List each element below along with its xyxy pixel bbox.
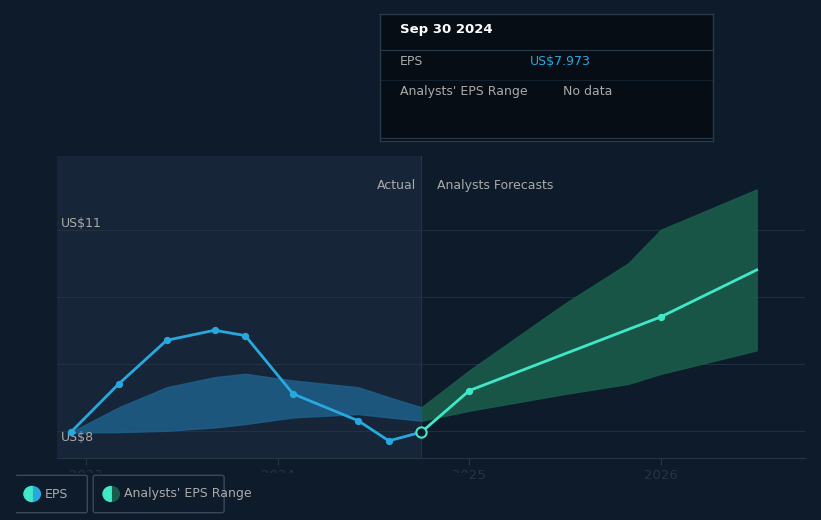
Point [351,417,365,425]
Wedge shape [103,487,112,501]
Point [463,386,476,395]
Text: US$8: US$8 [62,431,94,444]
Point [64,428,77,436]
Text: Actual: Actual [377,179,415,192]
Text: EPS: EPS [400,55,424,68]
FancyBboxPatch shape [94,475,224,513]
Point [287,390,300,398]
Point [383,437,396,445]
Text: No data: No data [563,85,612,98]
Text: EPS: EPS [44,488,68,500]
Text: US$11: US$11 [62,217,102,230]
Point [415,428,428,436]
Point [415,428,428,436]
FancyBboxPatch shape [15,475,87,513]
Text: Analysts' EPS Range: Analysts' EPS Range [124,488,251,500]
Point [160,336,173,344]
Text: Analysts' EPS Range: Analysts' EPS Range [400,85,528,98]
Text: Sep 30 2024: Sep 30 2024 [400,23,493,36]
Bar [57,156,421,458]
Circle shape [24,487,40,501]
Point [654,313,667,321]
Point [239,331,252,340]
Wedge shape [24,487,32,501]
Point [208,326,221,334]
Text: US$7.973: US$7.973 [530,55,590,68]
Point [112,380,126,388]
Circle shape [103,487,119,501]
Text: Analysts Forecasts: Analysts Forecasts [437,179,553,192]
